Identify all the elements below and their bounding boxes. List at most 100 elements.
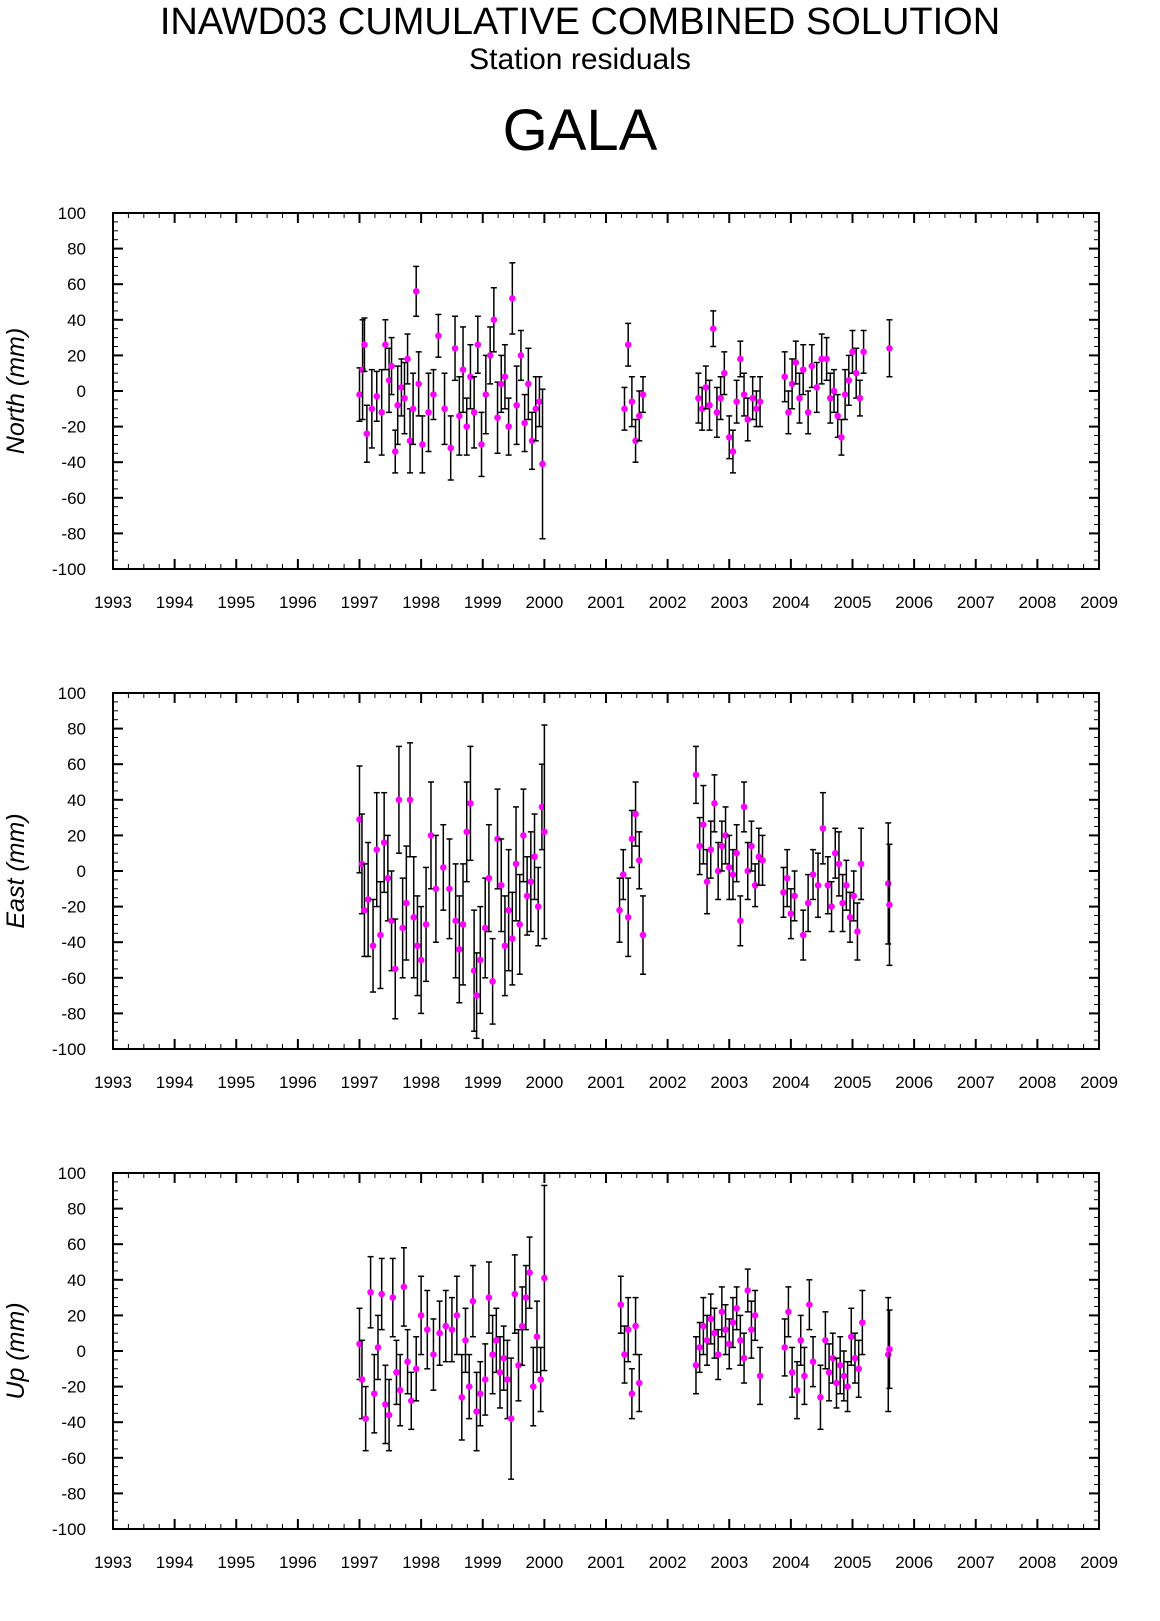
residual-marker [378,1290,385,1298]
x-tick-label: 2004 [772,1073,810,1092]
data-point [846,891,854,943]
data-point [404,333,411,385]
residual-marker [729,1319,737,1326]
x-tick-label: 1998 [402,593,440,612]
residual-marker [725,1340,733,1348]
residual-marker [827,394,834,402]
data-point [512,806,520,922]
data-point [518,1286,526,1366]
residual-marker [399,924,406,932]
residual-marker [403,899,410,907]
residual-marker [369,942,377,950]
residual-marker [711,1329,718,1337]
residual-marker [462,1337,469,1344]
data-point [533,1300,541,1374]
residual-marker [494,835,501,843]
data-point [423,1289,431,1370]
x-tick-label: 1999 [464,1073,502,1092]
y-tick-label: 40 [67,1271,86,1290]
data-point [382,1364,389,1445]
data-point [801,1346,808,1406]
data-point [356,367,363,423]
data-point [639,895,647,975]
data-point [744,397,752,442]
data-point [500,1325,508,1391]
data-point [617,1275,625,1334]
residual-marker [476,956,484,964]
y-tick-label: -20 [61,1378,86,1397]
residual-marker [528,437,536,445]
data-point [517,329,525,382]
residual-marker [843,881,850,889]
y-tick-label: 60 [67,275,86,294]
residual-marker [788,1369,796,1376]
data-point [356,765,363,874]
residual-marker [859,1319,866,1326]
residual-marker [692,1361,700,1369]
data-point [755,827,763,886]
y-tick-label: 80 [67,720,86,739]
data-point [407,1371,415,1431]
data-point [751,1289,759,1342]
residual-marker [796,394,803,402]
residual-marker [703,878,711,885]
x-tick-label: 2003 [710,1073,748,1092]
residual-marker [400,1283,408,1291]
data-point [847,1307,855,1366]
data-point [886,843,893,967]
residual-marker [830,387,838,395]
data-point [857,827,865,901]
data-point [541,1184,548,1372]
residual-marker [512,860,520,868]
residual-marker [703,1337,711,1344]
panel-1: 1993 1994 1995 1996 1997 1998 1999 2000 2001 2002… [2,204,1118,612]
data-point [385,347,393,414]
residual-marker [385,377,393,384]
data-point [813,361,821,414]
residual-marker [459,366,467,373]
x-tick-label: 2005 [834,1553,872,1572]
residual-marker [828,903,835,910]
residual-marker [364,896,372,903]
data-point [787,888,795,940]
residual-marker [410,913,418,921]
residual-marker [700,1322,707,1330]
data-point [494,381,501,455]
residual-marker [473,1408,480,1415]
residual-marker [797,1337,805,1344]
residual-marker [412,288,420,295]
residual-marker [813,384,821,391]
residual-marker [430,1351,437,1358]
data-point [378,1257,385,1331]
x-tick-label: 2002 [649,1553,687,1572]
data-point [809,848,817,901]
data-point [855,1339,862,1399]
data-point [406,742,414,858]
residual-marker [481,1376,489,1383]
data-point [394,365,402,446]
residual-marker [478,441,485,448]
residual-marker [714,1351,722,1358]
residual-marker [513,401,520,409]
x-tick-label: 1997 [341,1553,379,1572]
data-point [792,340,800,385]
residual-marker [628,835,636,843]
data-point [624,322,632,367]
x-tick-label: 2000 [525,593,563,612]
residual-marker [621,405,628,413]
residual-marker [417,1312,425,1319]
data-point [501,895,509,997]
residual-marker [441,405,448,413]
residual-marker [829,1354,837,1362]
residual-marker [497,380,505,388]
data-point [388,336,395,396]
data-point [378,368,385,456]
residual-marker [481,924,489,932]
data-point [541,724,548,940]
data-point [819,791,827,865]
residual-marker [711,800,718,807]
data-point [707,820,715,879]
residual-marker [799,366,807,373]
residual-marker [733,849,740,857]
y-tick-label: -80 [61,524,86,543]
